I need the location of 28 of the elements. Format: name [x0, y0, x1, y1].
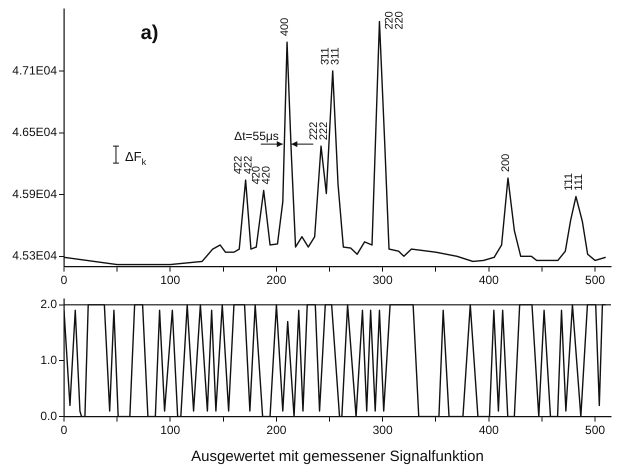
text: a) — [140, 22, 158, 44]
x-tick-label: 100 — [160, 423, 181, 438]
annotation: 2̄20 220 — [383, 11, 406, 30]
annotation: Δt=55μs — [234, 129, 279, 144]
annotation: 400 — [279, 18, 292, 36]
x-tick-label: 400 — [478, 273, 500, 288]
x-tick-label: 300 — [372, 423, 393, 438]
y-tick-label: 2.0 — [40, 297, 58, 312]
annotation: 2̄22 222 — [308, 122, 330, 140]
x-tick-label: 0 — [60, 273, 68, 288]
x-axis-title: Ausgewertet mit gemessener Signalfunktion — [191, 448, 484, 466]
y-tick-label: 4.71E04 — [12, 63, 58, 78]
x-tick-label: 200 — [266, 273, 287, 288]
annotation: 1̄11 111 — [562, 173, 585, 191]
x-tick-label: 400 — [478, 423, 500, 438]
y-tick-label: 4.53E04 — [12, 248, 58, 263]
x-tick-label: 500 — [585, 423, 606, 438]
x-tick-label: 0 — [60, 423, 68, 438]
x-tick-label: 100 — [160, 273, 181, 288]
y-tick-label: 4.59E04 — [12, 186, 58, 201]
x-tick-label: 300 — [372, 273, 393, 288]
annotation: 200 — [500, 154, 512, 172]
y-tick-label: 1.0 — [40, 353, 58, 368]
y-tick-label: 4.65E04 — [12, 125, 58, 140]
x-tick-label: 200 — [266, 423, 287, 438]
annotation: 3̄11 311 — [320, 47, 342, 65]
x-tick-label: 500 — [585, 273, 606, 288]
y-tick-label: 0.0 — [40, 408, 58, 423]
